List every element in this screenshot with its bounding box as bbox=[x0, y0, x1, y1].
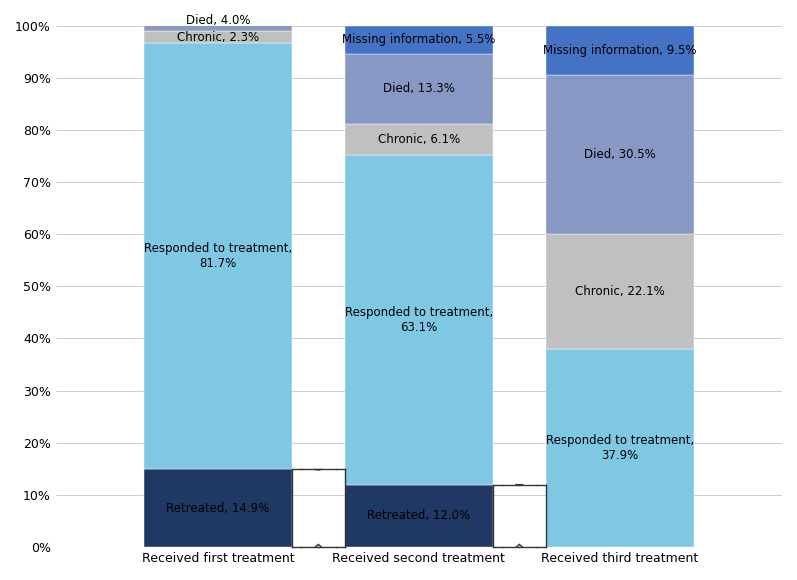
Text: Chronic, 2.3%: Chronic, 2.3% bbox=[177, 31, 259, 44]
Text: Retreated, 12.0%: Retreated, 12.0% bbox=[367, 509, 470, 523]
Text: Died, 30.5%: Died, 30.5% bbox=[584, 148, 656, 161]
Bar bbox=[345, 54, 493, 124]
Bar bbox=[546, 75, 693, 234]
Text: Responded to treatment,
81.7%: Responded to treatment, 81.7% bbox=[143, 242, 292, 270]
Text: Missing information, 9.5%: Missing information, 9.5% bbox=[543, 44, 697, 57]
Text: Chronic, 6.1%: Chronic, 6.1% bbox=[378, 133, 460, 146]
Bar bbox=[144, 10, 292, 31]
Bar bbox=[144, 44, 292, 469]
Bar bbox=[546, 26, 693, 75]
Text: Died, 4.0%: Died, 4.0% bbox=[186, 14, 250, 27]
Text: Retreated, 14.9%: Retreated, 14.9% bbox=[167, 502, 269, 515]
Bar bbox=[345, 155, 493, 484]
Text: Died, 13.3%: Died, 13.3% bbox=[383, 82, 455, 95]
Bar bbox=[144, 469, 292, 547]
Text: Responded to treatment,
63.1%: Responded to treatment, 63.1% bbox=[345, 306, 493, 334]
Bar bbox=[345, 124, 493, 155]
Bar bbox=[546, 349, 693, 547]
Bar bbox=[345, 484, 493, 547]
Text: Chronic, 22.1%: Chronic, 22.1% bbox=[575, 285, 665, 298]
Text: Responded to treatment,
37.9%: Responded to treatment, 37.9% bbox=[546, 434, 694, 462]
Bar bbox=[546, 234, 693, 349]
Bar bbox=[144, 31, 292, 44]
Bar bbox=[345, 26, 493, 54]
Text: Missing information, 5.5%: Missing information, 5.5% bbox=[342, 34, 496, 46]
